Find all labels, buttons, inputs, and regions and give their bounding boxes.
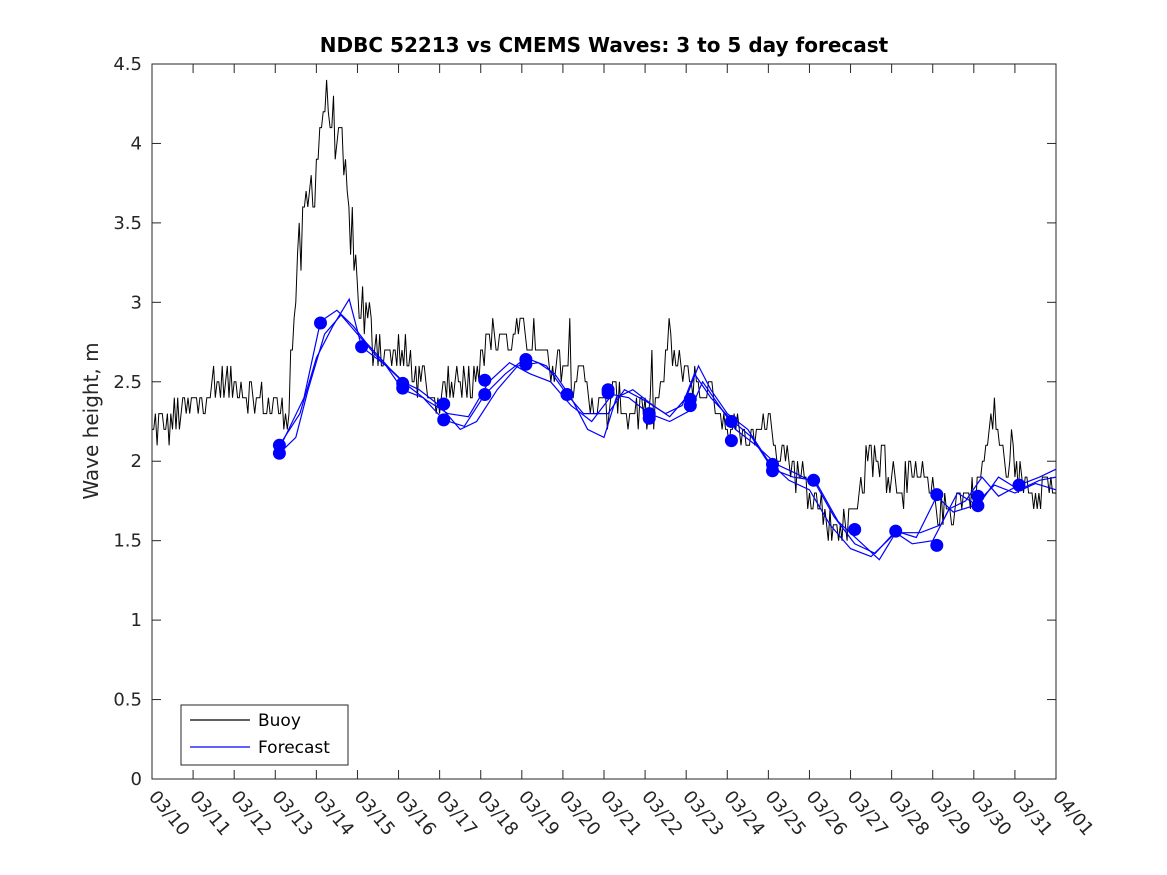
forecast-point bbox=[272, 438, 286, 452]
axes-box bbox=[151, 63, 1057, 780]
forecast-point bbox=[314, 316, 327, 330]
forecast-point bbox=[355, 340, 369, 354]
forecast-point bbox=[478, 388, 492, 401]
y-tick-label: 4 bbox=[131, 133, 142, 154]
legend-forecast-label: Forecast bbox=[258, 738, 330, 758]
forecast-point bbox=[437, 397, 451, 411]
y-tick-label: 1 bbox=[131, 610, 142, 631]
legend: Buoy Forecast bbox=[180, 704, 349, 766]
y-tick-label: 3 bbox=[131, 292, 142, 313]
legend-buoy-label: Buoy bbox=[258, 711, 301, 731]
y-tick-label: 0.5 bbox=[113, 690, 142, 711]
y-tick-label: 2.5 bbox=[113, 372, 142, 393]
forecast-point bbox=[396, 376, 410, 390]
forecast-point bbox=[683, 392, 697, 406]
forecast-point bbox=[601, 383, 615, 397]
forecast-point bbox=[889, 524, 903, 538]
forecast-point bbox=[478, 373, 492, 387]
y-axis-label: Wave height, m bbox=[79, 342, 103, 499]
forecast-point bbox=[437, 413, 451, 427]
forecast-point bbox=[930, 488, 944, 502]
forecast-point bbox=[519, 353, 533, 366]
forecast-point bbox=[766, 457, 779, 471]
y-tick-label: 3.5 bbox=[113, 213, 142, 234]
forecast-point bbox=[971, 489, 985, 503]
forecast-point bbox=[930, 538, 944, 552]
forecast-point bbox=[642, 407, 656, 421]
forecast-point bbox=[724, 434, 738, 448]
y-tick-label: 1.5 bbox=[113, 531, 142, 552]
y-tick-label: 0 bbox=[131, 769, 142, 790]
forecast-point bbox=[807, 473, 821, 487]
forecast-point bbox=[971, 499, 985, 513]
plot-area: 00.511.522.533.544.503/1003/1103/1203/13… bbox=[113, 54, 1097, 840]
forecast-point bbox=[1012, 478, 1026, 492]
forecast-point bbox=[848, 523, 862, 536]
forecast-point bbox=[724, 415, 738, 428]
chart-title: NDBC 52213 vs CMEMS Waves: 3 to 5 day fo… bbox=[320, 33, 889, 57]
y-tick-label: 2 bbox=[131, 451, 142, 472]
forecast-point bbox=[560, 388, 574, 401]
legend-box bbox=[180, 704, 349, 766]
y-tick-label: 4.5 bbox=[113, 54, 142, 75]
